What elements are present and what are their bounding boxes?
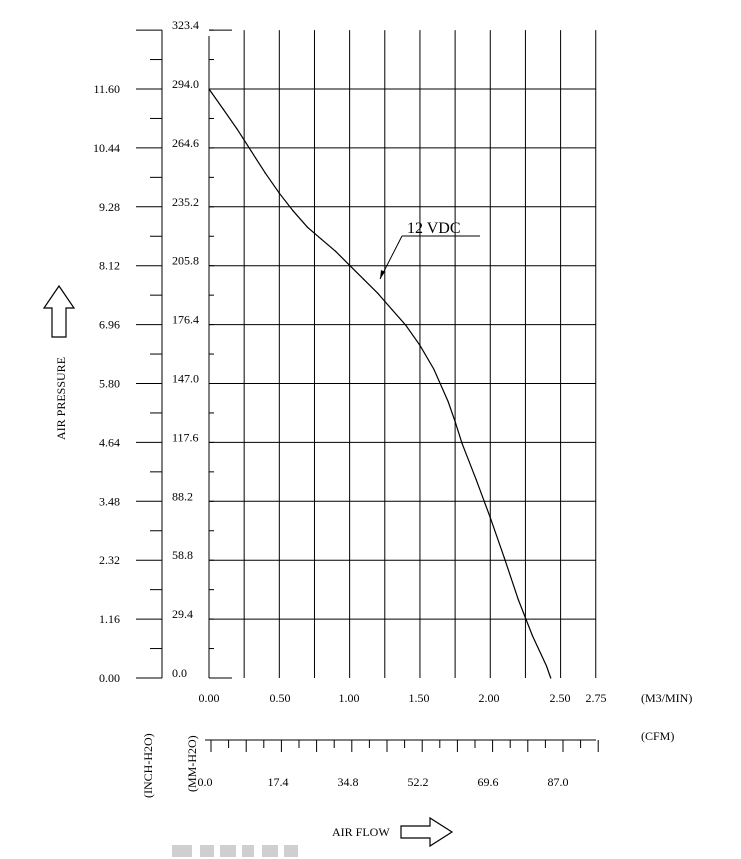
series-point [264,172,266,174]
series-point [489,517,491,519]
y-tick-label-mm: 205.8 [172,254,199,268]
x-tick-label-m3min: 2.50 [550,691,571,705]
y-tick-label-mm: 88.2 [172,489,193,503]
tick-labels: 0.00 1.16 2.32 3.48 4.64 5.80 6.96 8.12 9.28 10.4… [54,18,692,839]
y-tick-label-inch: 11.60 [93,82,120,96]
watermark-block [242,845,254,857]
y-tick-label-inch: 10.44 [93,141,120,155]
y-unit-inch: (INCH-H2O) [141,733,155,798]
x-tick-label-cfm: 0.0 [198,775,213,789]
series-label-12vdc: 12 VDC [407,220,461,237]
x-tick-label-m3min: 0.00 [199,691,220,705]
series-point [531,635,534,637]
right-arrow-icon [400,816,454,848]
chart-grid [209,29,597,678]
y-tick-label-mm: 58.8 [172,548,193,562]
series-point [363,278,365,280]
series-point [405,324,407,327]
series-point [391,308,393,310]
series-point [349,264,351,266]
series-point [222,108,224,110]
y-tick-label-inch: 6.96 [99,318,120,332]
series-point [433,368,435,371]
x-unit-cfm: (CFM) [641,729,674,743]
x-tick-label-cfm: 34.8 [338,775,359,789]
x-axis-title: AIR FLOW [332,825,390,839]
y-tick-label-inch: 3.48 [99,494,120,508]
x-unit-m3min: (M3/MIN) [641,691,692,705]
watermark-block [172,845,192,857]
y-tick-label-inch: 9.28 [99,200,120,214]
series-point [419,344,421,347]
series-point [454,420,456,423]
series-point [475,479,477,481]
series-point [517,599,520,601]
y-tick-label-inch: 2.32 [99,553,120,567]
y-tick-label-mm: 29.4 [172,607,193,621]
x-tick-label-m3min: 1.00 [339,691,360,705]
y-axis-title: AIR PRESSURE [54,357,68,440]
series-point [208,88,210,90]
series-point [320,238,323,240]
watermark-block [220,845,236,857]
x-tick-label-cfm: 87.0 [548,775,569,789]
x-tick-label-m3min: 0.50 [270,691,291,705]
series-point [461,443,463,445]
series-point [334,250,337,252]
y-tick-label-mm: 264.6 [172,136,199,150]
y-tick-label-mm: 323.4 [172,18,199,32]
series-point [377,292,379,294]
y-tick-label-inch: 4.64 [99,435,120,449]
y-tick-label-inch: 8.12 [99,259,120,273]
chart-axes [136,29,599,752]
series-point [292,210,294,212]
y-tick-label-inch: 5.80 [99,377,120,391]
y-tick-label-mm: 0.0 [172,666,187,680]
watermark-block [200,845,214,857]
series-point [545,665,548,667]
x-tick-label-m3min: 2.00 [479,691,500,705]
series-leader-arrowhead [380,270,385,279]
series-point [306,226,309,228]
series-point [278,192,280,194]
curve-group: 12 VDC [208,88,552,679]
up-arrow-icon [42,284,76,338]
series-point [447,400,449,403]
y-tick-label-mm: 117.6 [172,430,199,444]
y-unit-mm: (MM-H2O) [185,735,199,792]
x-tick-label-cfm: 17.4 [268,775,289,789]
y-tick-label-mm: 176.4 [172,313,199,327]
series-point [236,128,238,130]
x-tick-label-cfm: 52.2 [408,775,429,789]
x-tick-label-cfm: 69.6 [478,775,499,789]
y-tick-label-inch: 1.16 [99,612,120,626]
watermark-block [284,845,298,857]
axis-decorations [42,284,454,857]
series-point [250,150,252,152]
y-tick-label-mm: 294.0 [172,77,199,91]
y-tick-label-mm: 147.0 [172,372,199,386]
series-point [550,677,552,679]
y-tick-label-inch: 0.00 [99,671,120,685]
series-point [503,557,505,559]
watermark-block [262,845,278,857]
y-tick-label-mm: 235.2 [172,195,199,209]
x-tick-label-m3min: 1.50 [409,691,430,705]
x-tick-label-m3min: 2.75 [586,691,607,705]
